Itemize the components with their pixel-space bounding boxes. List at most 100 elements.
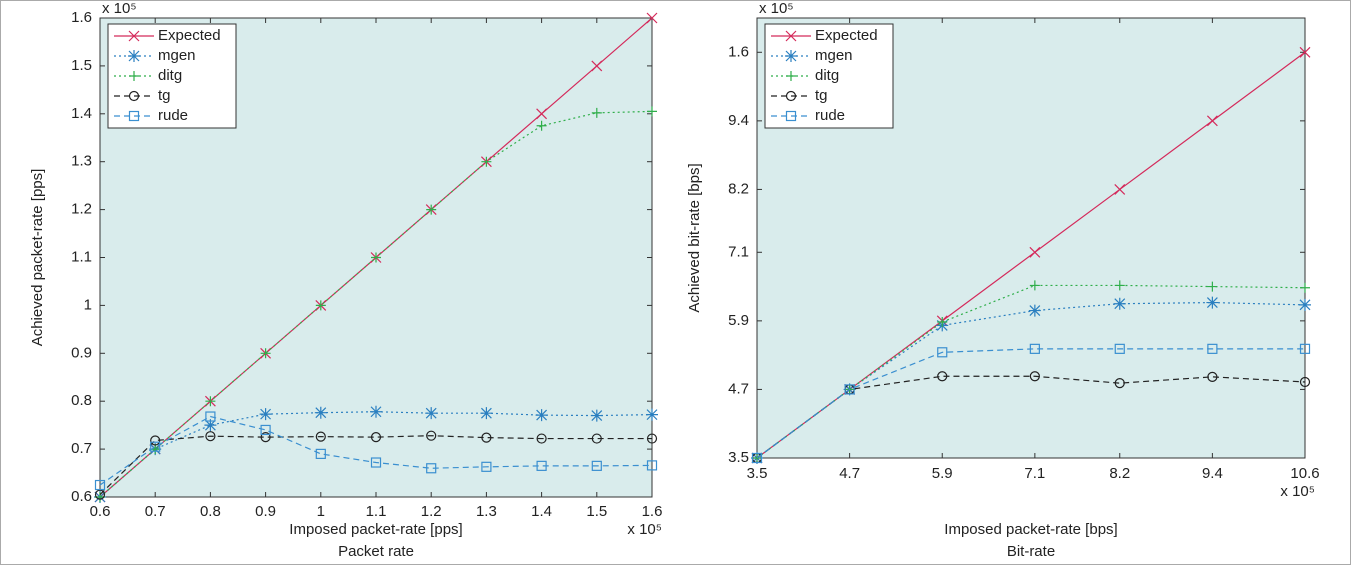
marker [785, 90, 797, 102]
x-multiplier: x 10⁵ [627, 521, 662, 538]
marker [785, 110, 797, 122]
series-line [99, 415, 653, 486]
marker [128, 50, 140, 62]
legend-label: mgen [815, 47, 853, 64]
marker [785, 50, 797, 62]
marker [591, 107, 602, 118]
marker [150, 441, 161, 452]
x-multiplier: x 10⁵ [1280, 483, 1315, 500]
x-tick-label: 0.7 [145, 503, 166, 520]
x-tick-label: 4.7 [839, 465, 860, 482]
marker [1113, 297, 1126, 310]
marker [937, 317, 948, 327]
x-tick-label: 9.4 [1202, 465, 1223, 482]
marker [1207, 281, 1218, 292]
marker [150, 435, 161, 446]
marker [94, 479, 106, 491]
y-tick-label: 1.6 [728, 43, 749, 60]
marker [426, 463, 437, 474]
marker [646, 433, 658, 444]
marker [646, 408, 658, 421]
marker [1029, 371, 1040, 382]
marker [481, 432, 492, 443]
marker [1206, 115, 1218, 127]
marker [315, 300, 326, 311]
marker [1029, 246, 1041, 258]
marker [259, 408, 272, 421]
marker [785, 30, 797, 42]
marker [1028, 304, 1041, 317]
marker [536, 433, 547, 444]
legend-label: ditg [815, 67, 839, 84]
x-tick-label: 1.1 [366, 503, 387, 520]
subtitle: Packet rate [338, 543, 414, 560]
marker [370, 432, 382, 443]
y-multiplier: x 10⁵ [759, 0, 794, 17]
x-axis-label: Imposed packet-rate [pps] [289, 521, 462, 538]
y-tick-label: 1.2 [71, 201, 92, 218]
marker [481, 461, 492, 472]
marker [1029, 343, 1040, 354]
marker [1206, 296, 1219, 309]
y-tick-label: 1.4 [71, 105, 92, 122]
x-tick-label: 8.2 [1109, 465, 1130, 482]
marker [647, 106, 657, 117]
marker [260, 348, 271, 359]
marker [1299, 376, 1311, 388]
marker [646, 460, 658, 471]
x-tick-label: 1.2 [421, 503, 442, 520]
y-tick-label: 0.6 [71, 488, 92, 505]
marker [426, 430, 437, 441]
x-tick-label: 1.6 [642, 503, 663, 520]
marker [1299, 46, 1311, 58]
marker [937, 347, 948, 358]
marker [426, 204, 437, 215]
marker [751, 452, 763, 464]
y-tick-label: 9.4 [728, 112, 749, 129]
series-line [99, 435, 652, 496]
series-line [756, 348, 1305, 459]
marker [646, 12, 658, 24]
y-tick-label: 8.2 [728, 180, 749, 197]
y-tick-label: 1.5 [71, 57, 92, 74]
marker [204, 419, 217, 432]
y-tick-label: 1.3 [71, 153, 92, 170]
legend-label: rude [158, 107, 188, 124]
y-multiplier: x 10⁵ [102, 0, 137, 17]
y-tick-label: 0.9 [71, 344, 92, 361]
x-tick-label: 1 [317, 503, 325, 520]
y-axis-label: Achieved bit-rate [bps] [686, 163, 703, 312]
marker [425, 407, 438, 420]
y-tick-label: 5.9 [728, 312, 749, 329]
subtitle: Bit-rate [1007, 543, 1055, 560]
y-tick-label: 4.7 [728, 380, 749, 397]
x-tick-label: 0.9 [255, 503, 276, 520]
marker [1114, 378, 1125, 389]
legend-label: mgen [158, 47, 196, 64]
y-tick-label: 0.8 [71, 392, 92, 409]
marker [1299, 298, 1311, 311]
x-tick-label: 3.5 [747, 465, 768, 482]
y-tick-label: 1 [84, 296, 92, 313]
marker [128, 30, 140, 42]
y-tick-label: 0.7 [71, 440, 92, 457]
marker [1029, 280, 1040, 291]
marker [129, 71, 139, 81]
marker [1114, 280, 1125, 291]
marker [205, 411, 216, 422]
marker [315, 448, 326, 459]
x-axis-label: Imposed packet-rate [bps] [944, 521, 1117, 538]
x-tick-label: 7.1 [1024, 465, 1045, 482]
x-tick-label: 0.6 [90, 503, 111, 520]
marker [1207, 343, 1218, 354]
y-tick-label: 1.6 [71, 9, 92, 26]
marker [591, 460, 602, 471]
x-tick-label: 10.6 [1290, 465, 1319, 482]
marker [205, 396, 216, 407]
marker [591, 433, 602, 444]
marker [786, 71, 796, 81]
marker [95, 492, 105, 502]
legend-label: rude [815, 107, 845, 124]
marker [370, 457, 382, 468]
marker [205, 431, 216, 442]
